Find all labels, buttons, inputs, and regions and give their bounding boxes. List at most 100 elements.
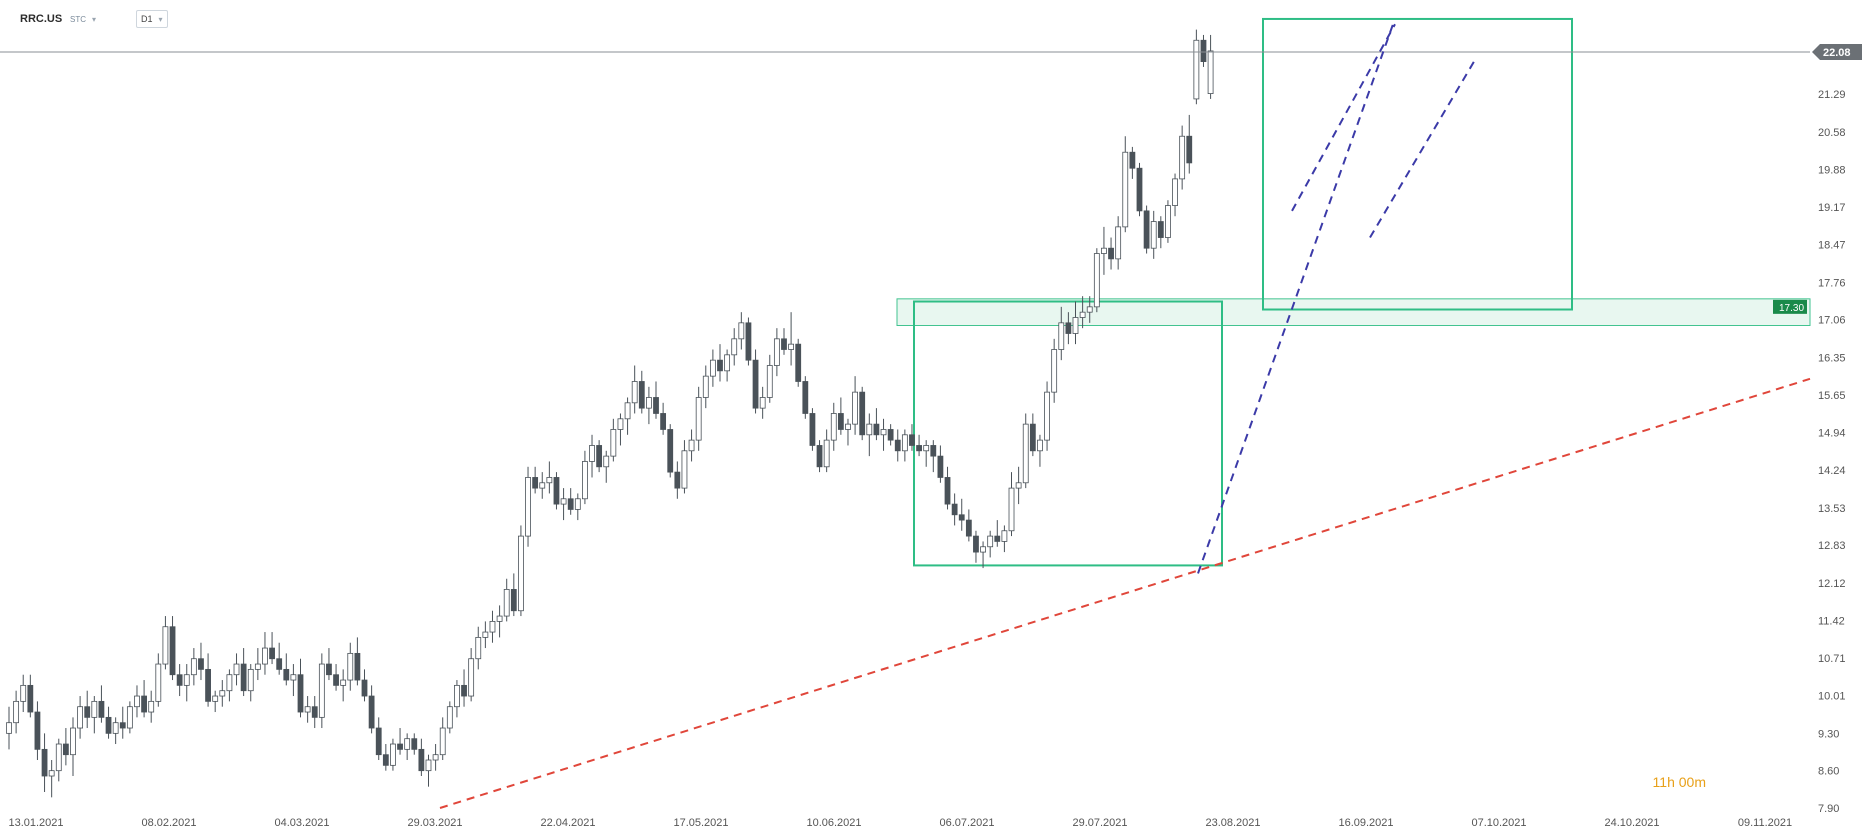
bull-candle <box>482 631 489 638</box>
bear-candle <box>859 391 866 436</box>
bear-candle <box>198 658 204 670</box>
bull-candle <box>546 477 553 484</box>
y-tick-label: 15.65 <box>1818 390 1846 402</box>
current-price-tag <box>1812 44 1862 60</box>
zone-price-value: 17.30 <box>1779 303 1804 314</box>
bull-candle <box>340 679 347 686</box>
bear-candle <box>973 535 979 553</box>
bear-candle <box>205 668 211 702</box>
bull-candle <box>1079 311 1086 318</box>
bull-candle <box>987 535 994 548</box>
bear-candle <box>951 503 958 516</box>
bull-candle <box>1093 253 1100 308</box>
bear-candle <box>397 743 403 750</box>
bull-candle <box>702 375 709 398</box>
bear-candle <box>667 429 674 473</box>
y-tick-label: 11.42 <box>1818 615 1845 627</box>
y-tick-label: 19.88 <box>1818 164 1846 176</box>
bull-candle <box>830 413 837 441</box>
bear-candle <box>994 535 1001 542</box>
bear-candle <box>1029 423 1036 452</box>
x-tick-label: 08.02.2021 <box>141 817 196 829</box>
bull-candle <box>759 397 766 409</box>
breakout-box <box>1262 17 1573 311</box>
bear-candle <box>84 706 91 718</box>
bear-candle <box>937 455 944 478</box>
chevron-down-icon: ▾ <box>158 14 163 24</box>
bull-candle <box>155 663 162 702</box>
bull-candle <box>304 706 311 713</box>
bull-candle <box>1001 530 1008 542</box>
bear-candle <box>283 668 290 681</box>
bear-candle <box>176 674 183 686</box>
y-tick-label: 7.90 <box>1818 803 1839 815</box>
bull-candle <box>1101 247 1107 254</box>
bear-candle <box>816 445 823 468</box>
bull-candle <box>709 359 716 377</box>
bull-candle <box>432 754 439 761</box>
bear-candle <box>276 658 283 670</box>
bull-candle <box>254 663 261 670</box>
bull-candle <box>290 674 297 681</box>
bull-candle <box>489 620 496 633</box>
bear-candle <box>27 684 34 713</box>
bull-candle <box>1179 135 1186 180</box>
bull-candle <box>390 743 396 766</box>
bear-candle <box>1186 135 1193 164</box>
bear-candle <box>887 429 894 441</box>
candles <box>6 29 1214 798</box>
bear-candle <box>326 663 332 676</box>
bear-candle <box>361 679 368 697</box>
bull-candle <box>1008 487 1015 532</box>
bull-candle <box>852 391 858 425</box>
bull-candle <box>162 626 169 665</box>
bear-candle <box>958 514 965 521</box>
bear-candle <box>240 663 247 692</box>
x-tick-label: 07.10.2021 <box>1471 817 1526 829</box>
bear-candle <box>41 748 48 777</box>
bull-candle <box>624 402 631 420</box>
bear-candle <box>119 722 126 729</box>
bull-candle <box>574 498 581 510</box>
channel-upper-line <box>1291 23 1396 212</box>
bull-candle <box>190 658 197 676</box>
timeframe-selector[interactable]: D1 ▾ <box>136 10 168 28</box>
bull-candle <box>503 589 510 617</box>
bear-candle <box>311 706 318 718</box>
bull-candle <box>183 674 190 686</box>
bear-candle <box>1200 39 1207 62</box>
bull-candle <box>262 647 268 665</box>
symbol-name[interactable]: RRC.US <box>20 13 63 25</box>
x-tick-label: 16.09.2021 <box>1338 817 1393 829</box>
bear-candle <box>653 397 659 414</box>
x-tick-label: 13.01.2021 <box>8 817 63 829</box>
bear-candle <box>944 477 951 505</box>
bear-candle <box>62 743 69 756</box>
bull-candle <box>1115 226 1122 260</box>
bull-candle <box>134 695 140 708</box>
y-tick-label: 10.71 <box>1818 653 1846 665</box>
bear-candle <box>795 343 802 382</box>
bull-candle <box>880 429 887 436</box>
bull-candle <box>788 343 794 350</box>
bear-candle <box>269 647 275 660</box>
bear-candle <box>837 413 844 430</box>
symbol-type-selector[interactable]: STC ▾ <box>70 10 96 28</box>
bear-candle <box>909 434 915 446</box>
chevron-down-icon: ▾ <box>92 14 97 24</box>
bull-candle <box>112 722 119 734</box>
bear-candle <box>98 700 105 718</box>
y-tick-label: 16.35 <box>1818 352 1846 364</box>
bull-candle <box>1037 439 1043 452</box>
bear-candle <box>461 684 467 697</box>
bear-candle <box>411 738 418 750</box>
bull-candle <box>55 743 62 772</box>
x-tick-label: 22.04.2021 <box>540 817 595 829</box>
channel-upper-ext <box>1369 61 1475 239</box>
bear-candle <box>1157 221 1164 238</box>
candle-countdown: 11h 00m <box>1652 774 1706 790</box>
bull-candle <box>475 636 482 660</box>
bear-candle <box>368 695 375 729</box>
timeframe-label: D1 <box>141 14 153 24</box>
